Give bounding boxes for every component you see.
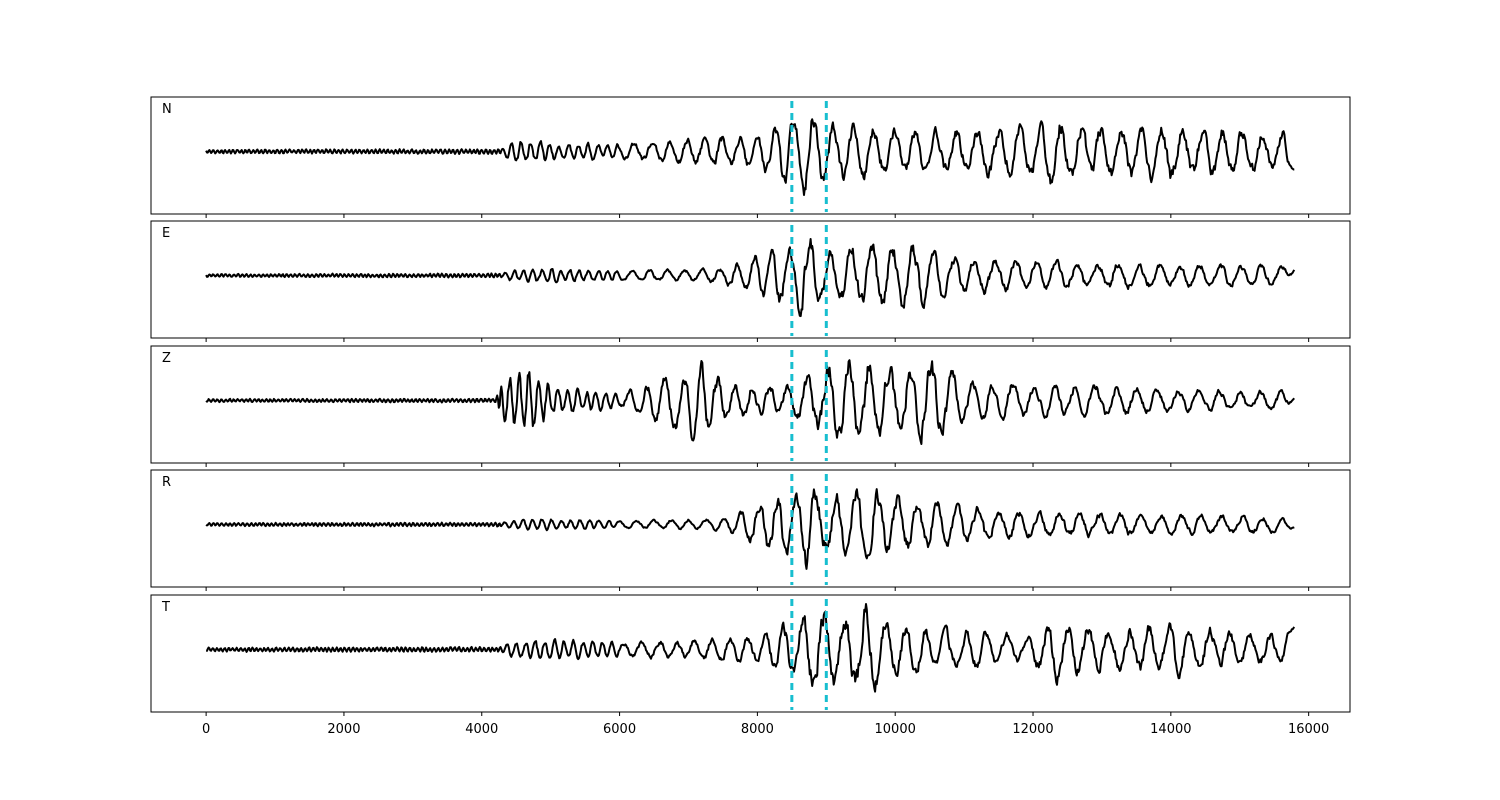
waveform-trace-e	[205, 238, 1296, 318]
panel-t: T	[150, 594, 1351, 716]
component-label: T	[161, 600, 170, 615]
x-tick-label: 12000	[1012, 722, 1053, 737]
x-tick-label: 14000	[1150, 722, 1191, 737]
x-tick-label: 2000	[327, 722, 360, 737]
component-label: N	[162, 102, 172, 117]
panel-n: N	[150, 96, 1351, 218]
x-axis: 0 2000 4000 6000 8000 10000 12000 14000 16000	[202, 722, 1329, 737]
x-tick-label: 16000	[1288, 722, 1329, 737]
panel-r: R	[150, 469, 1351, 591]
component-label: Z	[162, 351, 171, 366]
panel-frame	[150, 594, 1351, 713]
waveform-trace-z	[205, 359, 1296, 445]
waveform-trace-t	[206, 603, 1296, 693]
x-tick-label: 4000	[465, 722, 498, 737]
panels-group: N E Z R T	[150, 96, 1351, 716]
waveform-trace-n	[205, 118, 1295, 196]
component-label: E	[162, 226, 170, 241]
x-tick-label: 10000	[875, 722, 916, 737]
panel-frame	[150, 345, 1351, 464]
x-tick-label: 8000	[741, 722, 774, 737]
panel-frame	[150, 220, 1351, 339]
panel-z: Z	[150, 345, 1351, 467]
component-label: R	[162, 475, 171, 490]
panel-e: E	[150, 220, 1351, 342]
panel-frame	[150, 469, 1351, 588]
x-tick-label: 6000	[603, 722, 636, 737]
x-tick-label: 0	[202, 722, 210, 737]
panel-frame	[150, 96, 1351, 215]
waveform-trace-r	[205, 488, 1295, 570]
